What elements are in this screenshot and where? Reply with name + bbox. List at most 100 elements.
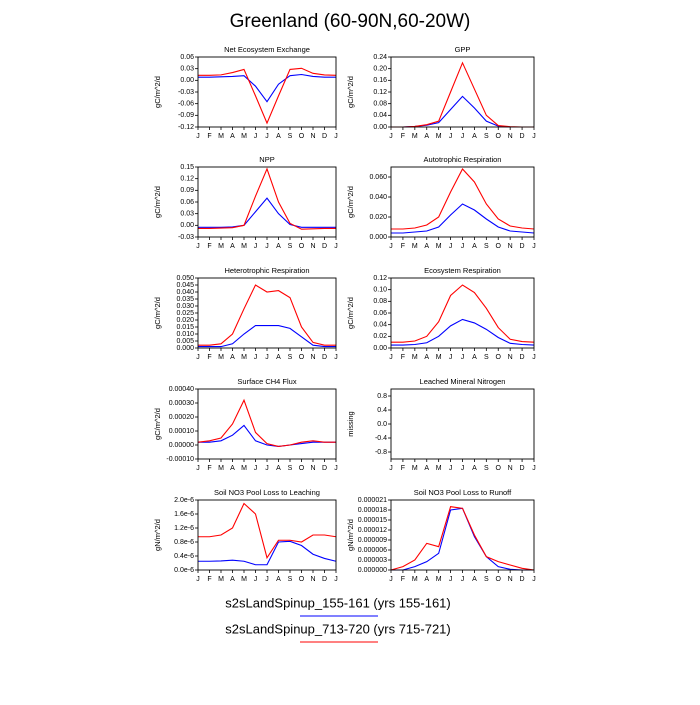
y-tick-label: 0.10	[373, 287, 387, 294]
x-tick-label: O	[496, 465, 502, 472]
x-tick-label: D	[322, 576, 327, 583]
x-tick-label: D	[322, 354, 327, 361]
plot-frame	[390, 166, 535, 238]
x-tick-label: J	[196, 354, 200, 361]
x-tick-label: D	[520, 354, 525, 361]
x-tick-label: J	[532, 243, 536, 250]
y-tick-label: 0.005	[176, 338, 194, 345]
plot-frame	[390, 56, 535, 128]
x-tick-label: N	[508, 133, 513, 140]
x-tick-label: A	[424, 133, 429, 140]
data-line	[198, 67, 337, 125]
x-tick-label: N	[508, 243, 513, 250]
y-axis-label: missing	[346, 411, 355, 436]
y-tick-label: 0.00	[373, 345, 387, 352]
y-tick-label: 0.00	[180, 77, 194, 84]
y-tick-label: 0.000000	[358, 567, 387, 574]
y-tick-label: 0.04	[373, 322, 387, 329]
panel-title: Soil NO3 Pool Loss to Runoff	[414, 488, 512, 497]
x-tick-label: J	[461, 133, 465, 140]
x-tick-label: D	[520, 576, 525, 583]
data-line	[390, 506, 535, 571]
x-tick-label: J	[196, 576, 200, 583]
x-tick-label: J	[389, 133, 393, 140]
y-axis-label: gC/m^2/d	[346, 76, 355, 108]
x-tick-label: J	[254, 576, 258, 583]
y-tick-label: 0.12	[373, 89, 387, 96]
figure-title: Greenland (60-90N,60-20W)	[230, 11, 471, 32]
x-tick-label: A	[276, 243, 281, 250]
x-tick-label: O	[496, 576, 502, 583]
panel-title: Soil NO3 Pool Loss to Leaching	[214, 488, 320, 497]
panel-title: Ecosystem Respiration	[424, 266, 501, 275]
x-tick-label: J	[461, 576, 465, 583]
y-tick-label: 0.000012	[358, 527, 387, 534]
y-tick-label: -0.4	[375, 435, 387, 442]
x-tick-label: N	[310, 576, 315, 583]
x-tick-label: J	[449, 243, 453, 250]
x-tick-label: M	[218, 133, 224, 140]
x-tick-label: J	[532, 576, 536, 583]
data-line	[391, 284, 535, 343]
x-tick-label: A	[276, 354, 281, 361]
x-tick-label: O	[299, 133, 305, 140]
x-tick-label: S	[288, 354, 293, 361]
x-tick-label: M	[218, 576, 224, 583]
y-tick-label: 0.000018	[358, 507, 387, 514]
y-tick-label: 0.050	[176, 275, 194, 282]
y-tick-label: 1.2e-6	[174, 525, 194, 532]
x-tick-label: D	[322, 243, 327, 250]
y-tick-label: 0.000006	[358, 547, 387, 554]
y-tick-label: 0.020	[369, 214, 387, 221]
data-line	[391, 203, 535, 234]
x-tick-label: J	[254, 465, 258, 472]
x-tick-label: J	[334, 465, 338, 472]
y-axis-label: gC/m^2/d	[153, 408, 162, 440]
data-line	[391, 61, 534, 128]
x-tick-label: O	[496, 133, 502, 140]
y-tick-label: 0.8e-6	[174, 539, 194, 546]
x-tick-label: A	[472, 354, 477, 361]
y-tick-label: 0.03	[180, 211, 194, 218]
x-tick-label: J	[334, 576, 338, 583]
x-tick-label: J	[532, 133, 536, 140]
y-tick-label: 0.000015	[358, 517, 387, 524]
x-tick-label: A	[472, 576, 477, 583]
y-axis-label: gC/m^2/d	[153, 297, 162, 329]
y-tick-label: 0.09	[180, 187, 194, 194]
x-tick-label: F	[401, 354, 405, 361]
x-tick-label: M	[436, 465, 442, 472]
x-tick-label: J	[265, 133, 269, 140]
x-tick-label: F	[401, 465, 405, 472]
y-tick-label: 0.015	[176, 324, 194, 331]
x-tick-label: J	[254, 133, 258, 140]
y-tick-label: 0.020	[176, 317, 194, 324]
data-line	[198, 167, 336, 230]
x-tick-label: J	[389, 576, 393, 583]
x-tick-label: N	[310, 133, 315, 140]
y-tick-label: 1.6e-6	[174, 511, 194, 518]
panel-title: GPP	[455, 45, 471, 54]
x-tick-label: M	[218, 354, 224, 361]
x-tick-label: S	[484, 243, 489, 250]
y-tick-label: 0.03	[180, 66, 194, 73]
y-tick-label: 0.000003	[358, 557, 387, 564]
y-tick-label: 0.000	[176, 345, 194, 352]
y-tick-label: 0.16	[373, 77, 387, 84]
y-axis-label: gC/m^2/d	[153, 76, 162, 108]
x-tick-label: J	[449, 354, 453, 361]
x-tick-label: J	[461, 354, 465, 361]
x-tick-label: A	[424, 576, 429, 583]
y-tick-label: -0.03	[178, 234, 194, 241]
data-line	[198, 325, 336, 348]
x-tick-label: M	[436, 243, 442, 250]
x-tick-label: J	[265, 354, 269, 361]
x-tick-label: A	[424, 354, 429, 361]
x-tick-label: A	[472, 243, 477, 250]
y-tick-label: 0.00020	[169, 414, 194, 421]
data-line	[198, 540, 337, 566]
y-axis-label: gC/m^2/d	[346, 297, 355, 329]
x-tick-label: J	[265, 243, 269, 250]
x-tick-label: A	[472, 133, 477, 140]
y-tick-label: 0.06	[180, 199, 194, 206]
